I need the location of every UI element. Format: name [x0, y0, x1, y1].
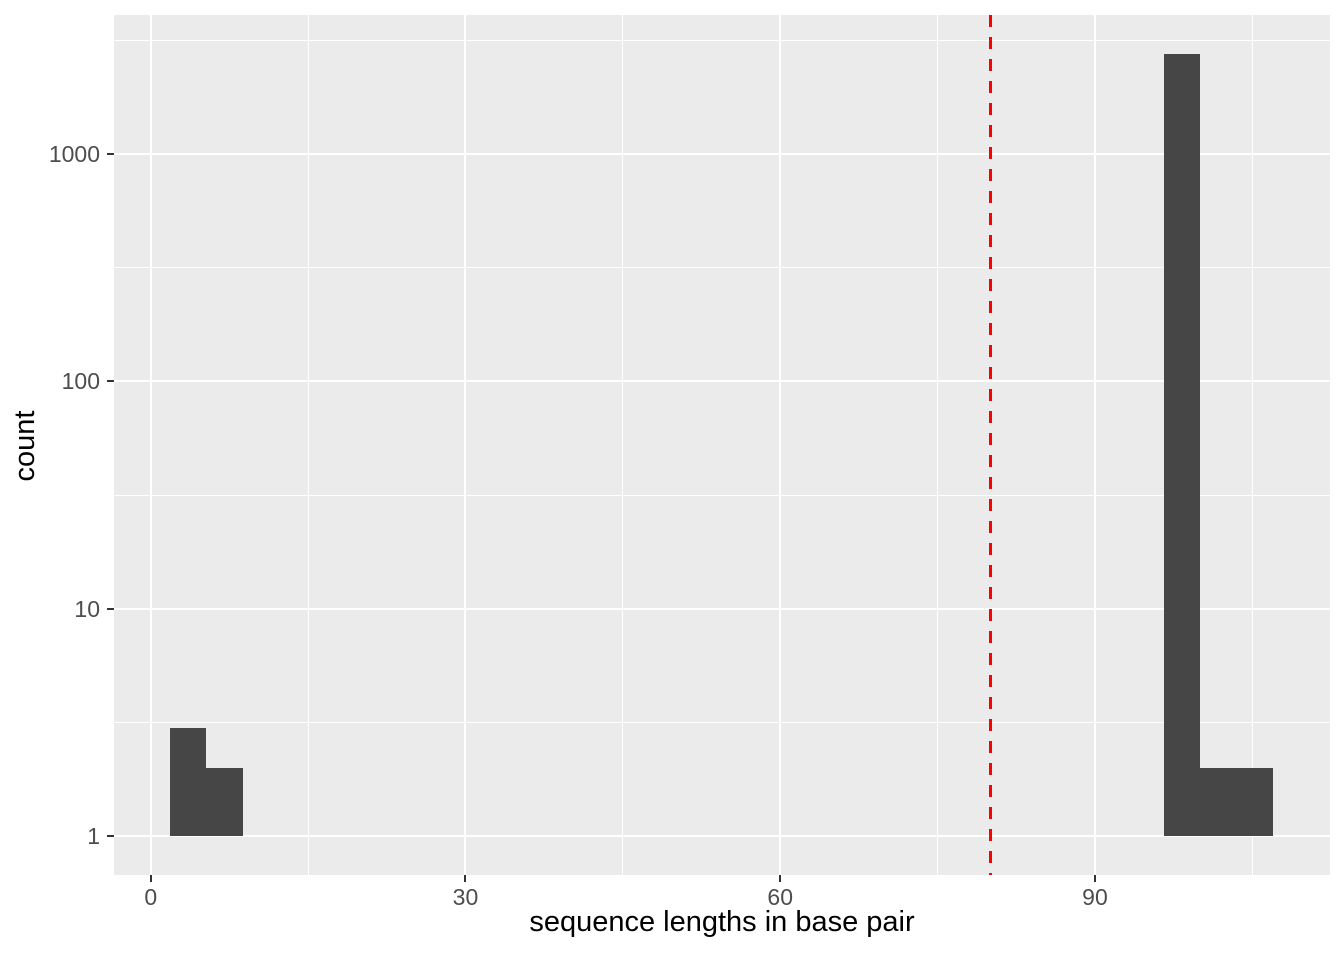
histogram-bar [170, 727, 207, 837]
x-tick-label: 60 [767, 884, 794, 910]
x-tick-mark [464, 875, 467, 882]
gridline-major-y [114, 152, 1330, 155]
gridline-major-y [114, 607, 1330, 610]
gridline-minor-x [307, 15, 309, 875]
gridline-major-x [779, 15, 782, 875]
y-tick-mark [107, 380, 114, 383]
threshold-vline [988, 15, 992, 875]
gridline-minor-y [114, 494, 1330, 496]
x-tick-mark [779, 875, 782, 882]
histogram-bar [206, 767, 243, 837]
y-tick-label: 100 [61, 368, 100, 395]
y-tick-mark [107, 152, 114, 155]
histogram-bar [1236, 767, 1274, 837]
x-tick-label: 90 [1082, 884, 1108, 910]
histogram-bar [1164, 53, 1200, 837]
y-tick-mark [107, 835, 114, 838]
gridline-minor-y [114, 722, 1330, 724]
y-tick-label: 10 [74, 595, 100, 622]
plot-panel [114, 15, 1330, 875]
x-tick-mark [1093, 875, 1096, 882]
histogram-bar [1200, 767, 1237, 837]
x-tick-label: 30 [452, 884, 479, 910]
y-axis-title: count [9, 410, 41, 482]
gridline-major-x [1093, 15, 1096, 875]
y-tick-label: 1000 [48, 140, 100, 167]
gridline-major-x [149, 15, 152, 875]
x-tick-label: 0 [144, 884, 158, 910]
gridline-minor-x [622, 15, 624, 875]
x-axis-title: sequence lengths in base pair [529, 906, 915, 938]
gridline-minor-y [114, 39, 1330, 41]
gridline-minor-x [1251, 15, 1253, 875]
gridline-minor-y [114, 267, 1330, 269]
gridline-minor-x [937, 15, 939, 875]
gridline-major-y [114, 380, 1330, 383]
y-tick-mark [107, 607, 114, 610]
y-tick-label: 1 [87, 823, 100, 850]
gridline-major-y [114, 835, 1330, 838]
gridline-major-x [464, 15, 467, 875]
x-tick-mark [149, 875, 152, 882]
